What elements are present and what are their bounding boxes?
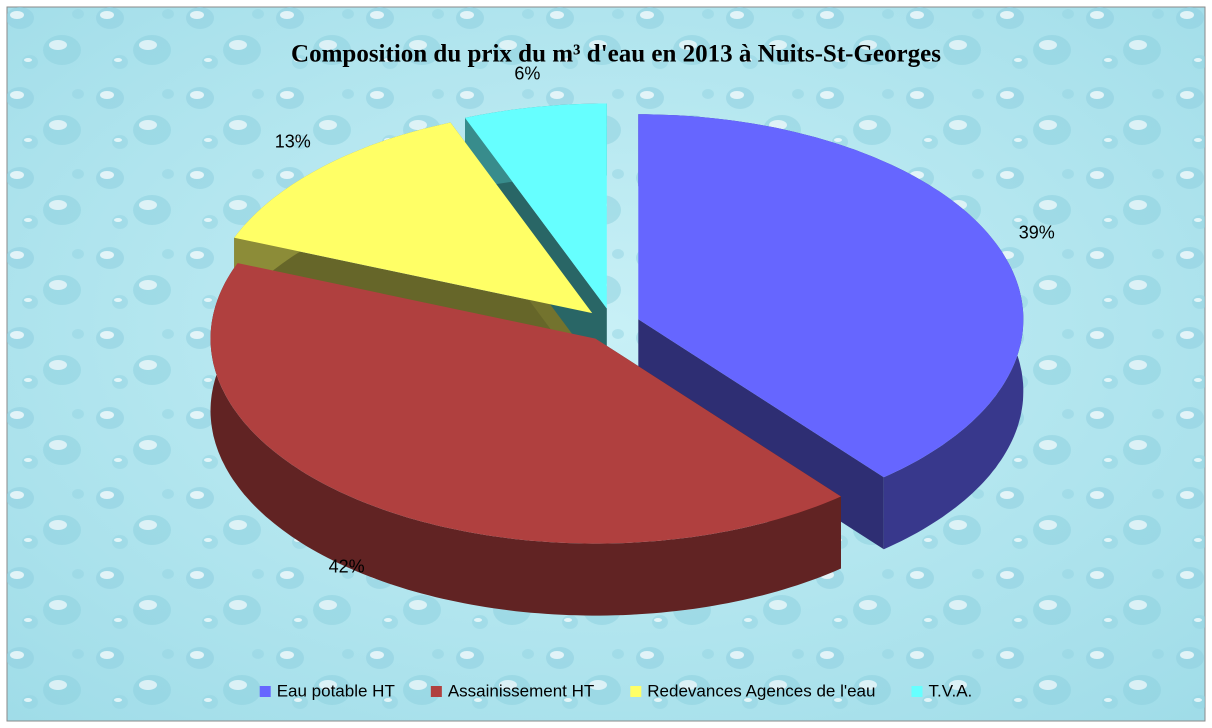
slice <box>638 114 1024 478</box>
slice-rim <box>210 263 841 616</box>
data-label: 6% <box>514 64 540 84</box>
legend: Eau potable HT Assainissement HT Redevance… <box>259 681 972 700</box>
legend-label: Eau potable HT <box>277 681 395 700</box>
legend-label: Redevances Agences de l'eau <box>647 681 875 700</box>
legend-swatch <box>911 686 923 697</box>
legend-label: T.V.A. <box>928 681 972 700</box>
data-label: 13% <box>275 132 311 152</box>
slice <box>210 263 841 544</box>
slice <box>234 122 593 314</box>
chart-title: Composition du prix du m³ d'eau en 2013 … <box>291 41 941 68</box>
pie-tops <box>210 103 1024 544</box>
data-label: 42% <box>329 556 365 576</box>
legend-swatch <box>259 686 271 697</box>
slice <box>465 103 607 309</box>
legend-label: Assainissement HT <box>448 681 594 700</box>
legend-swatch <box>430 686 442 697</box>
data-labels: 39% 42% 13% 6% <box>275 64 1055 577</box>
data-label: 39% <box>1019 222 1055 242</box>
legend-swatch <box>630 686 642 697</box>
